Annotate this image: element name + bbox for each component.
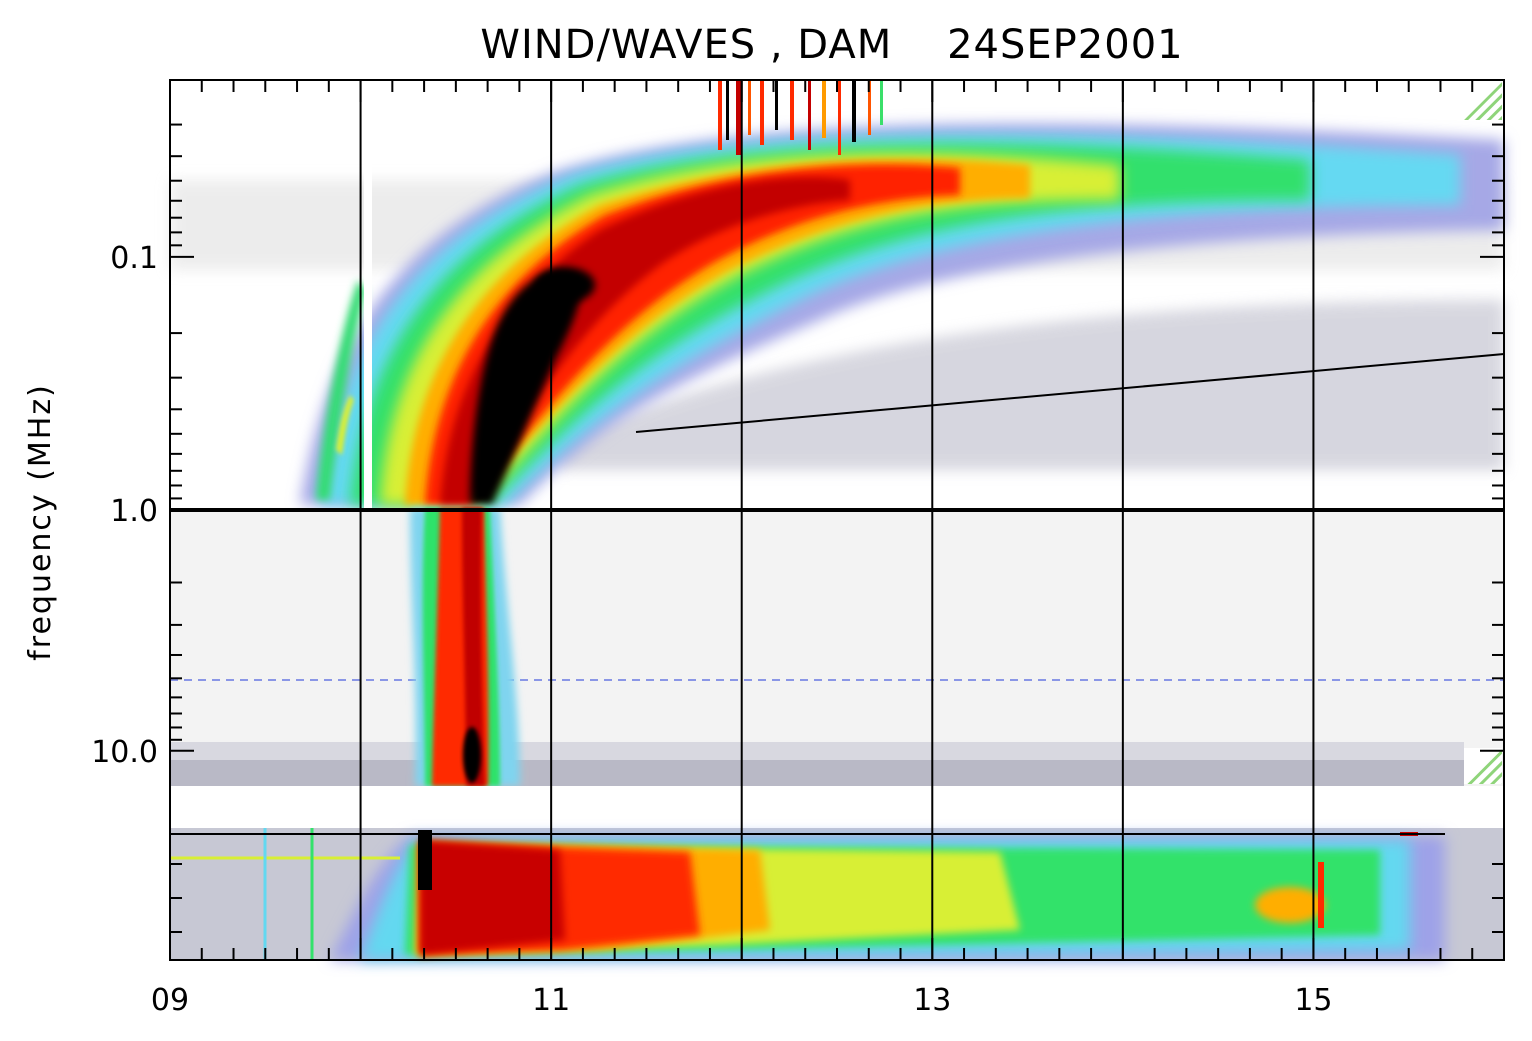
gap-band bbox=[170, 786, 1504, 828]
y-tick-label: 10.0 bbox=[91, 735, 158, 770]
rad1-gray-lower bbox=[560, 300, 1504, 470]
rad2-burst-black bbox=[463, 727, 481, 783]
y-tick-label: 1.0 bbox=[110, 494, 158, 529]
dam-right-patch bbox=[1255, 887, 1325, 923]
rad1-gap-stripe bbox=[364, 80, 372, 508]
x-tick-label: 15 bbox=[1294, 983, 1332, 1018]
y-axis-label: frequency (MHz) bbox=[23, 383, 58, 661]
dam-right-red bbox=[1318, 862, 1324, 928]
rad2-background bbox=[170, 508, 1504, 786]
rad1-left-arc-core bbox=[336, 395, 354, 455]
y-tick-label: 0.1 bbox=[110, 241, 158, 276]
x-tick-labels: 09 11 13 15 bbox=[151, 983, 1333, 1018]
dam-darkred bbox=[420, 840, 565, 955]
plasma-line bbox=[635, 353, 1505, 433]
rad2-panel bbox=[170, 508, 1504, 786]
x-tick-label: 13 bbox=[913, 983, 951, 1018]
chart-title: WIND/WAVES , DAM 24SEP2001 bbox=[480, 22, 1183, 68]
rad2-hatch-mask bbox=[1464, 748, 1500, 784]
dam-black-core bbox=[418, 830, 432, 890]
rad1-top-spikes bbox=[718, 80, 883, 155]
rad1-panel bbox=[170, 80, 1504, 508]
x-tick-label: 09 bbox=[151, 983, 189, 1018]
dam-panel bbox=[170, 828, 1504, 960]
x-minor-ticks bbox=[169, 80, 1505, 960]
ylabel-group: frequency (MHz) bbox=[23, 383, 58, 661]
rad1-left-arc bbox=[316, 280, 366, 500]
y-ticks bbox=[170, 79, 1504, 933]
rad2-noise-band bbox=[170, 760, 1464, 786]
rad2-noise-band-light bbox=[170, 742, 1464, 760]
rad1-hatch-mask bbox=[1464, 82, 1502, 120]
x-tick-label: 11 bbox=[532, 983, 570, 1018]
y-tick-labels: 0.1 1.0 10.0 bbox=[91, 241, 158, 770]
rad1-black-tip bbox=[535, 267, 595, 303]
rad1-black-core bbox=[470, 272, 581, 505]
rad2-burst-dark bbox=[462, 508, 485, 786]
dam-blank-right bbox=[1445, 828, 1504, 960]
time-grid-lines bbox=[359, 80, 1315, 960]
rad1-red-band bbox=[425, 164, 960, 505]
